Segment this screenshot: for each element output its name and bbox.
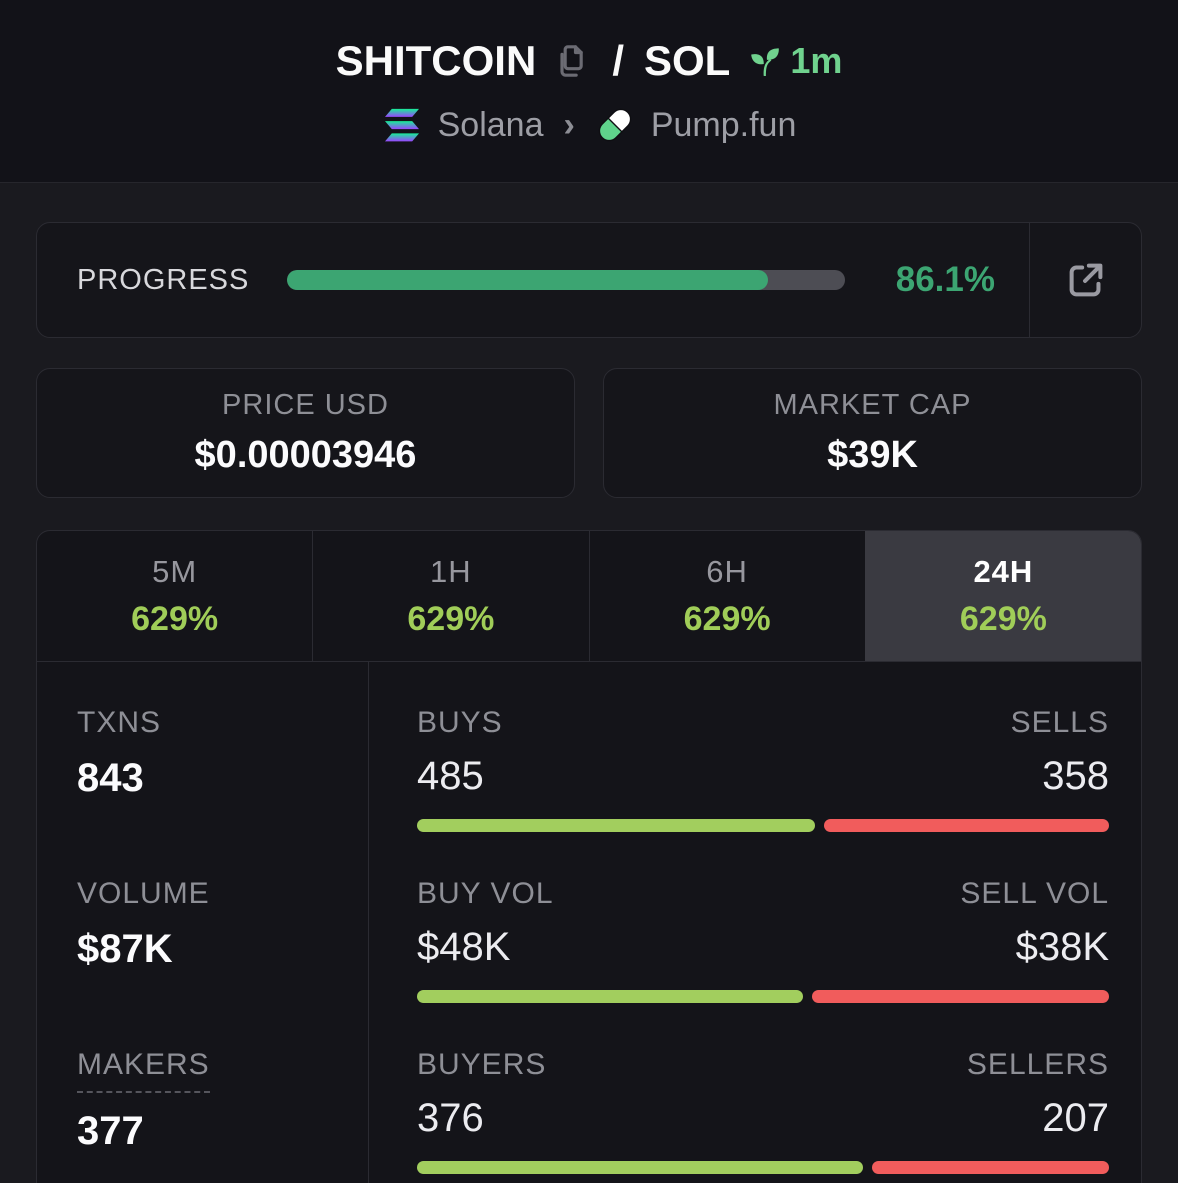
tab-5m-change: 629% [131,599,219,638]
buy-sell-vol-bar [417,990,1109,1003]
makers-label[interactable]: MAKERS [77,1048,210,1093]
sellers-value: 207 [1042,1096,1109,1140]
progress-bar-fill [287,270,768,290]
sell-vol-value: $38K [1015,925,1109,969]
tab-24h[interactable]: 24H 629% [864,531,1141,661]
dex-name[interactable]: Pump.fun [650,105,797,144]
external-link-icon [1069,263,1102,297]
buyers-label: BUYERS [417,1048,547,1081]
market-cap-label: MARKET CAP [773,389,972,421]
txns-value: 843 [77,756,144,800]
token-age: 1m [746,40,842,82]
stats-right-column: BUYS SELLS 485 358 BUY VOL SEL [369,662,1141,1183]
tab-6h[interactable]: 6H 629% [588,531,865,661]
volume-value: $87K [77,927,173,971]
kpi-row: PRICE USD $0.00003946 MARKET CAP $39K [36,368,1142,498]
chevron-right-icon: › [563,105,575,144]
volume-row: VOLUME $87K [77,833,368,1004]
progress-label: PROGRESS [77,263,250,296]
pump-fun-pill-icon [598,108,632,142]
bonding-progress-card: PROGRESS 86.1% [36,222,1142,338]
price-usd-value: $0.00003946 [194,434,417,476]
volume-label: VOLUME [77,877,210,910]
buy-sell-vol-row: BUY VOL SELL VOL $48K $38K [417,833,1109,1004]
market-cap-value: $39K [827,434,918,476]
market-cap-card: MARKET CAP $39K [603,368,1142,498]
tab-24h-label: 24H [973,553,1034,589]
tab-1h-change: 629% [407,599,495,638]
txns-row: TXNS 843 [77,662,368,833]
buy-vol-bar-segment [417,990,804,1003]
tab-24h-change: 629% [959,599,1047,638]
txns-label: TXNS [77,706,162,739]
tab-5m[interactable]: 5M 629% [37,531,312,661]
buyers-bar-segment [417,1161,864,1174]
pair-separator: / [612,37,624,84]
sells-label: SELLS [1010,706,1109,739]
chain-name[interactable]: Solana [437,105,544,144]
token-age-label: 1m [790,40,843,81]
price-usd-label: PRICE USD [222,389,389,421]
buyers-sellers-row: BUYERS SELLERS 376 207 [417,1004,1109,1175]
pair-title: SHITCOIN / SOL 1m [336,37,843,85]
header: SHITCOIN / SOL 1m [0,0,1178,183]
buys-value: 485 [417,754,484,798]
tab-1h-label: 1H [430,553,472,589]
stats-left-column: TXNS 843 VOLUME $87K MAKERS 377 [37,662,369,1183]
sell-vol-bar-segment [812,990,1109,1003]
buy-vol-label: BUY VOL [417,877,554,910]
copy-icon[interactable] [552,41,592,81]
main-content: PROGRESS 86.1% PRICE USD $0.00003946 [0,222,1178,1183]
token-name: SHITCOIN [335,37,537,84]
progress-percent: 86.1% [895,260,995,299]
tab-6h-label: 6H [706,553,748,589]
tab-1h[interactable]: 1H 629% [312,531,588,661]
sells-value: 358 [1042,754,1109,798]
buys-label: BUYS [417,706,503,739]
buy-vol-value: $48K [417,925,511,969]
buys-sells-bar [417,819,1109,832]
chain-breadcrumb: Solana › Pump.fun [382,105,797,145]
quote-token: SOL [643,37,731,84]
sprout-icon [751,48,780,77]
sells-bar-segment [823,819,1109,832]
progress-bar-track [287,270,846,290]
sellers-label: SELLERS [966,1048,1109,1081]
buys-sells-row: BUYS SELLS 485 358 [417,662,1109,833]
timeframe-tabs: 5M 629% 1H 629% 6H 629% 24H 629% [36,530,1142,662]
buys-bar-segment [417,819,815,832]
tab-6h-change: 629% [683,599,771,638]
sell-vol-label: SELL VOL [960,877,1109,910]
stats-panel: TXNS 843 VOLUME $87K MAKERS 377 BUYS SEL… [36,662,1142,1183]
makers-row: MAKERS 377 [77,1004,368,1175]
solana-logo [384,108,419,142]
buyers-value: 376 [417,1096,484,1140]
buyers-sellers-bar [417,1161,1109,1174]
progress-row: PROGRESS 86.1% [37,223,1029,337]
tab-5m-label: 5M [152,553,198,589]
external-link-button[interactable] [1029,223,1141,337]
makers-value: 377 [77,1109,144,1153]
sellers-bar-segment [872,1161,1109,1174]
price-usd-card: PRICE USD $0.00003946 [36,368,575,498]
